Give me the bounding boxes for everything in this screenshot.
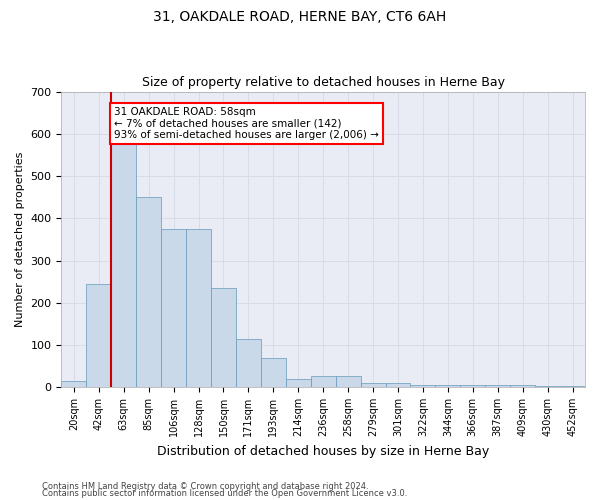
Bar [86, 284, 111, 387]
Bar [335, 376, 361, 387]
Bar [161, 229, 186, 387]
Bar [61, 380, 86, 387]
Bar [261, 358, 286, 387]
Text: 31, OAKDALE ROAD, HERNE BAY, CT6 6AH: 31, OAKDALE ROAD, HERNE BAY, CT6 6AH [154, 10, 446, 24]
Bar [311, 376, 335, 387]
Bar [111, 140, 136, 387]
Text: Contains public sector information licensed under the Open Government Licence v3: Contains public sector information licen… [42, 490, 407, 498]
Title: Size of property relative to detached houses in Herne Bay: Size of property relative to detached ho… [142, 76, 505, 90]
Bar [410, 384, 436, 387]
Bar [535, 386, 560, 387]
Bar [211, 288, 236, 387]
Bar [560, 386, 585, 387]
Bar [460, 385, 485, 387]
Bar [286, 380, 311, 387]
Text: 31 OAKDALE ROAD: 58sqm
← 7% of detached houses are smaller (142)
93% of semi-det: 31 OAKDALE ROAD: 58sqm ← 7% of detached … [114, 107, 379, 140]
Bar [236, 338, 261, 387]
Bar [436, 384, 460, 387]
Bar [186, 229, 211, 387]
Y-axis label: Number of detached properties: Number of detached properties [15, 152, 25, 327]
Bar [361, 383, 386, 387]
Bar [136, 198, 161, 387]
Bar [485, 385, 510, 387]
Text: Contains HM Land Registry data © Crown copyright and database right 2024.: Contains HM Land Registry data © Crown c… [42, 482, 368, 491]
Bar [510, 385, 535, 387]
X-axis label: Distribution of detached houses by size in Herne Bay: Distribution of detached houses by size … [157, 444, 490, 458]
Bar [386, 383, 410, 387]
